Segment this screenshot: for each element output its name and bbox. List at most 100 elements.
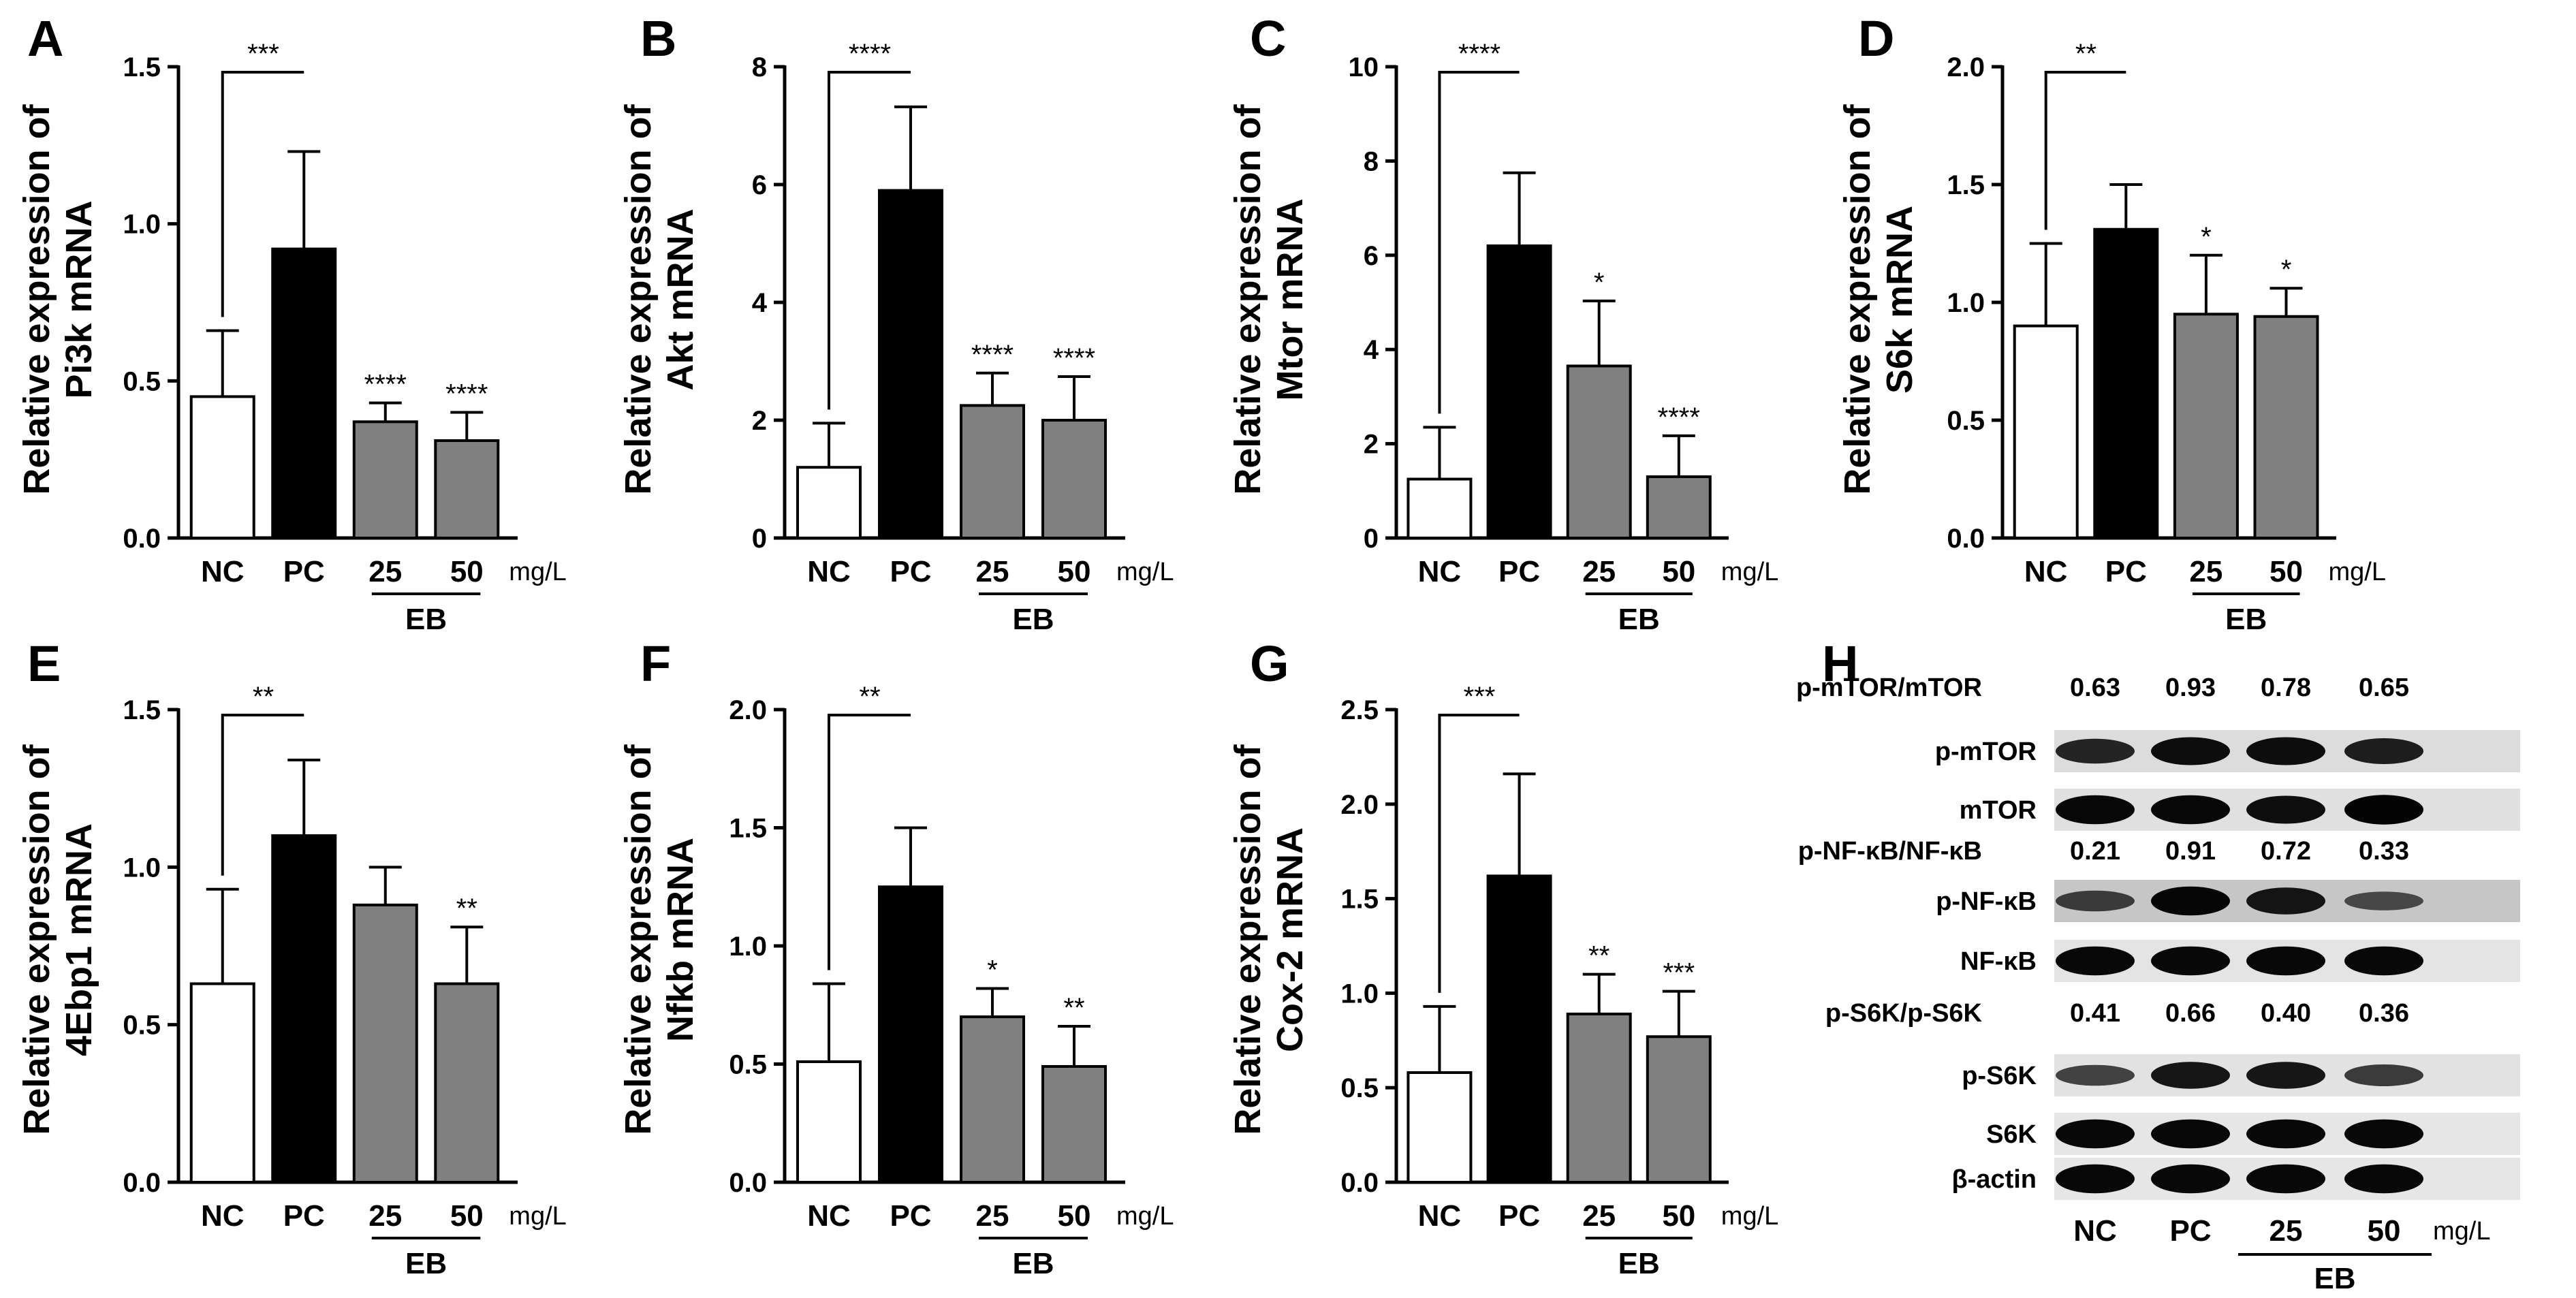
blot-band [2151, 737, 2230, 765]
significance-label: * [1594, 268, 1605, 298]
y-tick-label: 0 [752, 524, 767, 554]
significance-label: *** [1663, 958, 1695, 988]
ratio-label: p-S6K/p-S6K [1825, 999, 1983, 1028]
y-axis-title: Relative expression of S6k mRNA [1837, 104, 1920, 494]
blot-band [2344, 946, 2423, 976]
x-tick-label: 25 [976, 555, 1009, 588]
bar-50 [434, 439, 500, 540]
unit-label: mg/L [509, 558, 566, 586]
bar-25 [1566, 364, 1632, 539]
panel-letter: G [1250, 635, 1289, 692]
blot-band [2056, 795, 2135, 825]
y-axis-title-line2: 4Ebp1 mRNA [59, 823, 99, 1056]
y-tick-label: 1.0 [123, 210, 161, 240]
x-tick-label: 25 [1582, 1199, 1616, 1233]
y-tick-label: 2.5 [1340, 695, 1379, 725]
y-axis-title: Relative expression of 4Ebp1 mRNA [16, 744, 99, 1135]
y-axis-title: Relative expression of Nfkb mRNA [618, 744, 701, 1135]
blot-band [2246, 737, 2325, 765]
y-tick-label: 1.5 [123, 695, 161, 725]
x-tick-label: 50 [450, 555, 484, 588]
y-tick-label: 1.0 [123, 853, 161, 883]
bar-nc [189, 982, 255, 1184]
panel-g: G Relative expression of Cox-2 mRNA 0.0 0.5 1… [1227, 635, 1778, 1280]
band-label: mTOR [1960, 796, 2037, 825]
band-label: p-mTOR [1935, 738, 2037, 766]
y-axis-title-line1: Relative expression of [1227, 104, 1268, 494]
significance-label: **** [971, 340, 1014, 370]
ratio-value: 0.33 [2359, 837, 2409, 866]
blot-band [2151, 1062, 2230, 1089]
y-tick-label: 0.5 [729, 1050, 767, 1080]
group-label: EB [1618, 603, 1660, 636]
y-tick-label: 2 [752, 406, 767, 436]
y-tick-label: 10 [1349, 52, 1379, 82]
y-axis-title-line1: Relative expression of [16, 104, 57, 494]
y-tick-label: 0.0 [1947, 524, 1985, 554]
x-tick-label: 25 [368, 1199, 402, 1233]
blot-band [2344, 1164, 2423, 1194]
bar-25 [960, 1015, 1025, 1184]
y-tick-label: 0.0 [123, 1168, 161, 1198]
x-tick-label: NC [1418, 1199, 1462, 1233]
bracket-significance: ** [2075, 39, 2096, 69]
ratio-label: p-mTOR/mTOR [1796, 674, 1982, 702]
panel-letter: F [640, 635, 671, 692]
x-tick-label: PC [283, 1199, 325, 1233]
ratio-value: 0.41 [2070, 999, 2120, 1028]
y-axis-title-line2: Akt mRNA [660, 208, 701, 390]
y-axis-title: Relative expression of Pi3k mRNA [16, 104, 99, 494]
y-axis-title: Relative expression of Cox-2 mRNA [1227, 744, 1310, 1135]
blot-band [2344, 795, 2423, 825]
x-tick-label: PC [1498, 555, 1540, 588]
lane-label: PC [2169, 1214, 2211, 1248]
y-tick-label: 2.0 [1947, 52, 1985, 82]
blot-band [2246, 1119, 2325, 1149]
y-tick-label: 0.0 [123, 524, 161, 554]
x-tick-label: 50 [2269, 555, 2303, 588]
blot-band [2246, 887, 2325, 915]
y-axis-title-line1: Relative expression of [1227, 744, 1268, 1135]
lane-label: 50 [2368, 1214, 2401, 1248]
significance-label: **** [1658, 402, 1700, 432]
bar-nc [2013, 324, 2079, 539]
bar-pc [878, 885, 943, 1184]
blot-band [2056, 946, 2135, 976]
panel-a: A Relative expression of Pi3k mRNA 0.0 0.5 1.… [16, 10, 567, 636]
y-tick-label: 4 [752, 288, 768, 318]
ratio-value: 0.36 [2359, 999, 2409, 1028]
blot-band [2246, 946, 2325, 976]
comparison-bracket [2044, 71, 2126, 230]
y-tick-label: 2.0 [1340, 790, 1379, 820]
x-tick-label: NC [201, 555, 245, 588]
blot-band [2151, 1119, 2230, 1149]
x-tick-label: 25 [368, 555, 402, 588]
ratio-value: 0.40 [2261, 999, 2311, 1028]
band-label: S6K [1986, 1120, 2037, 1149]
x-tick-label: NC [1418, 555, 1462, 588]
y-tick-label: 0.5 [123, 366, 161, 396]
y-tick-label: 0.5 [1340, 1073, 1379, 1103]
panel-e: E Relative expression of 4Ebp1 mRNA 0.0 0.5 1… [16, 635, 567, 1280]
significance-label: **** [1053, 343, 1095, 373]
y-tick-label: 8 [1364, 146, 1379, 176]
group-label: EB [1012, 1247, 1054, 1280]
x-tick-label: NC [807, 1199, 851, 1233]
significance-label: ** [456, 893, 477, 923]
bar-nc [1407, 1071, 1473, 1184]
group-label: EB [1012, 603, 1054, 636]
bar-25 [352, 903, 418, 1184]
blot-band [2246, 1062, 2325, 1089]
blot-band [2246, 795, 2325, 824]
unit-label: mg/L [1721, 558, 1778, 586]
unit-label: mg/L [509, 1202, 566, 1231]
bracket-significance: **** [1458, 39, 1501, 69]
y-tick-label: 0.5 [1947, 406, 1985, 436]
unit-label: mg/L [1116, 1202, 1174, 1231]
x-tick-label: NC [201, 1199, 245, 1233]
panel-letter: D [1858, 10, 1894, 67]
ratio-value: 0.66 [2165, 999, 2216, 1028]
y-axis-title-line2: Nfkb mRNA [660, 838, 701, 1042]
blot-band [2246, 1164, 2325, 1194]
